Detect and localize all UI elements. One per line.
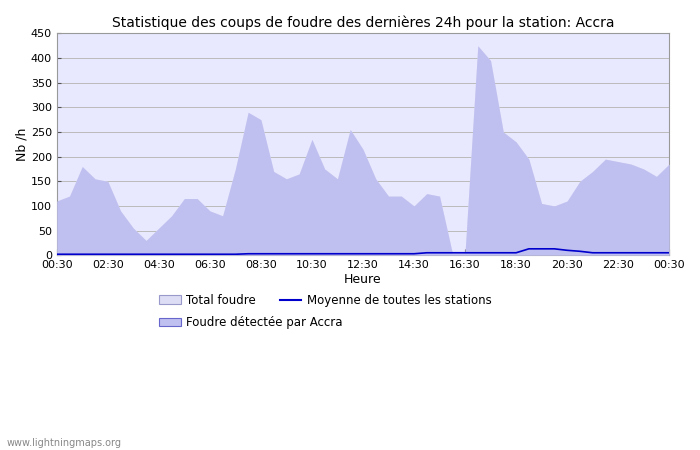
Title: Statistique des coups de foudre des dernières 24h pour la station: Accra: Statistique des coups de foudre des dern…	[112, 15, 614, 30]
Legend: Foudre détectée par Accra: Foudre détectée par Accra	[155, 311, 348, 333]
X-axis label: Heure: Heure	[344, 273, 382, 286]
Text: www.lightningmaps.org: www.lightningmaps.org	[7, 438, 122, 448]
Y-axis label: Nb /h: Nb /h	[15, 128, 28, 161]
